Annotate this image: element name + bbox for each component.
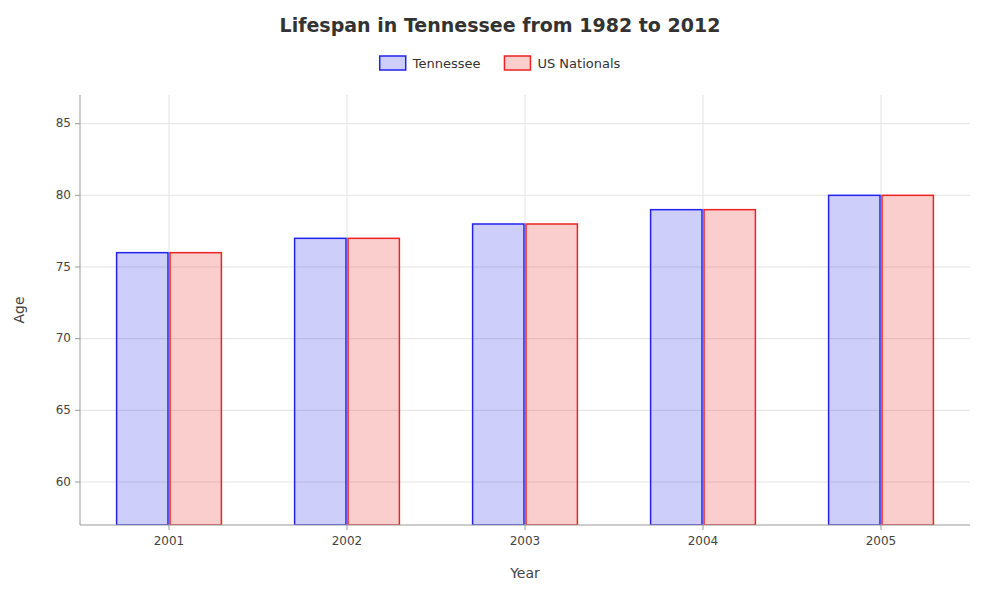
x-tick [347,525,348,530]
y-tick-label: 70 [56,331,71,345]
bar [651,210,702,525]
bar [348,238,399,525]
y-tick [75,410,80,411]
legend-label: US Nationals [537,56,620,71]
bar [882,195,933,525]
legend-item: US Nationals [504,56,620,71]
x-tick [525,525,526,530]
bar [170,253,221,525]
x-tick-label: 2003 [510,534,541,548]
x-tick-label: 2001 [154,534,185,548]
y-tick [75,482,80,483]
x-axis-label: Year [509,565,540,581]
y-tick-label: 85 [56,116,71,130]
y-tick-label: 75 [56,260,71,274]
bar [704,210,755,525]
y-tick [75,338,80,339]
bar [526,224,577,525]
bar [117,253,168,525]
legend-item: Tennessee [380,56,481,71]
bars [117,195,934,525]
y-tick [75,267,80,268]
x-tick [169,525,170,530]
legend-swatch [504,56,530,70]
y-tick-label: 60 [56,475,71,489]
legend-swatch [380,56,406,70]
x-tick-label: 2004 [688,534,719,548]
x-tick-label: 2005 [866,534,897,548]
background [0,0,1000,600]
x-tick [881,525,882,530]
chart-svg: 60 65 70 75 80 85 2001 2002 2003 2004 2005 Lifespan… [0,0,1000,600]
y-tick [75,123,80,124]
bar [829,195,880,525]
bar [295,238,346,525]
y-tick-label: 80 [56,188,71,202]
chart-container: 60 65 70 75 80 85 2001 2002 2003 2004 2005 Lifespan… [0,0,1000,600]
x-tick-label: 2002 [332,534,363,548]
y-axis-label: Age [11,296,27,323]
legend: Tennessee US Nationals [380,56,621,71]
title: Lifespan in Tennessee from 1982 to 2012 [280,14,721,36]
y-tick-label: 65 [56,403,71,417]
y-axis-line [80,95,81,525]
bar [473,224,524,525]
y-tick [75,195,80,196]
legend-label: Tennessee [412,56,481,71]
x-tick [703,525,704,530]
grid [80,95,970,525]
